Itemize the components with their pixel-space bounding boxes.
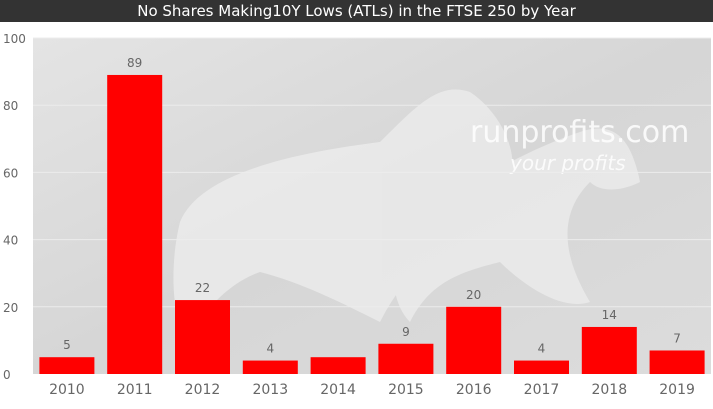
bar-2012 bbox=[175, 300, 230, 374]
x-tick-label: 2013 bbox=[252, 382, 288, 398]
y-tick-label: 80 bbox=[3, 99, 18, 113]
data-label-2019: 7 bbox=[673, 331, 681, 345]
x-tick-label: 2019 bbox=[659, 382, 695, 398]
bar-2018 bbox=[581, 326, 637, 374]
x-tick-label: 2010 bbox=[49, 382, 85, 398]
data-label-2013: 4 bbox=[266, 342, 274, 356]
watermark-line2: your profits bbox=[509, 151, 626, 175]
bar-2010 bbox=[39, 357, 95, 374]
bar-2016 bbox=[446, 306, 502, 374]
y-tick-label: 0 bbox=[3, 368, 11, 382]
chart: runprofits.com your profits 5 89 22 4 9 20 4 14… bbox=[3, 32, 711, 398]
y-tick-label: 100 bbox=[3, 32, 26, 46]
data-label-2015: 9 bbox=[402, 325, 410, 339]
x-tick-label: 2017 bbox=[524, 382, 560, 398]
data-label-2012: 22 bbox=[195, 281, 210, 295]
x-tick-label: 2018 bbox=[591, 382, 627, 398]
data-label-2016: 20 bbox=[466, 288, 481, 302]
x-tick-label: 2011 bbox=[117, 382, 153, 398]
data-label-2017: 4 bbox=[538, 342, 546, 356]
x-tick-label: 2014 bbox=[320, 382, 356, 398]
horse-watermark-image bbox=[173, 89, 640, 342]
data-label-2010: 5 bbox=[63, 338, 71, 352]
x-tick-label: 2016 bbox=[456, 382, 492, 398]
bar-2017 bbox=[514, 360, 569, 374]
data-label-2018: 14 bbox=[602, 308, 617, 322]
x-tick-label: 2015 bbox=[388, 382, 424, 398]
bar-2011 bbox=[107, 74, 163, 375]
bar-2013 bbox=[242, 360, 298, 374]
bar-2014 bbox=[310, 357, 366, 374]
data-label-2011: 89 bbox=[127, 56, 142, 70]
chart-title: No Shares Making10Y Lows (ATLs) in the F… bbox=[0, 0, 713, 22]
y-tick-label: 60 bbox=[3, 166, 18, 180]
bar-2015 bbox=[378, 343, 434, 374]
watermark-line1: runprofits.com bbox=[470, 115, 689, 150]
bar-2019 bbox=[649, 350, 705, 374]
x-tick-label: 2012 bbox=[185, 382, 221, 398]
y-tick-label: 20 bbox=[3, 301, 18, 315]
y-tick-label: 40 bbox=[3, 234, 18, 248]
